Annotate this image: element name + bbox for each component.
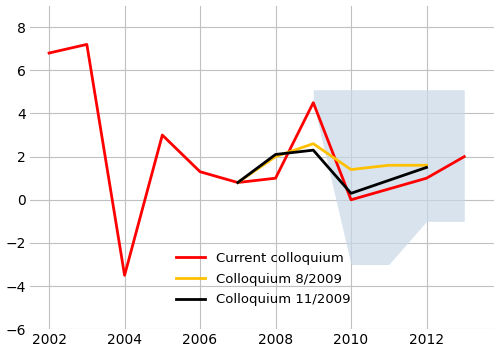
Current colloquium	[424, 176, 430, 180]
Current colloquium	[122, 273, 128, 277]
Colloquium 8/2009	[424, 163, 430, 167]
Colloquium 8/2009	[310, 142, 316, 146]
Colloquium 8/2009	[272, 155, 278, 159]
Current colloquium	[160, 133, 166, 137]
Colloquium 11/2009	[272, 152, 278, 157]
Line: Colloquium 11/2009: Colloquium 11/2009	[238, 150, 426, 193]
Colloquium 11/2009	[424, 165, 430, 169]
Line: Colloquium 8/2009: Colloquium 8/2009	[238, 144, 426, 183]
Line: Current colloquium: Current colloquium	[49, 44, 465, 275]
Colloquium 11/2009	[386, 178, 392, 183]
Legend: Current colloquium, Colloquium 8/2009, Colloquium 11/2009: Current colloquium, Colloquium 8/2009, C…	[176, 252, 350, 306]
Colloquium 8/2009	[235, 180, 241, 185]
Current colloquium	[272, 176, 278, 180]
Current colloquium	[46, 51, 52, 55]
Colloquium 11/2009	[235, 180, 241, 185]
Current colloquium	[84, 42, 90, 47]
Current colloquium	[310, 101, 316, 105]
Colloquium 11/2009	[310, 148, 316, 152]
Current colloquium	[462, 155, 468, 159]
Colloquium 11/2009	[348, 191, 354, 196]
Colloquium 8/2009	[386, 163, 392, 167]
Current colloquium	[197, 169, 203, 174]
Current colloquium	[386, 187, 392, 191]
Colloquium 8/2009	[348, 167, 354, 172]
Current colloquium	[348, 198, 354, 202]
Current colloquium	[235, 180, 241, 185]
